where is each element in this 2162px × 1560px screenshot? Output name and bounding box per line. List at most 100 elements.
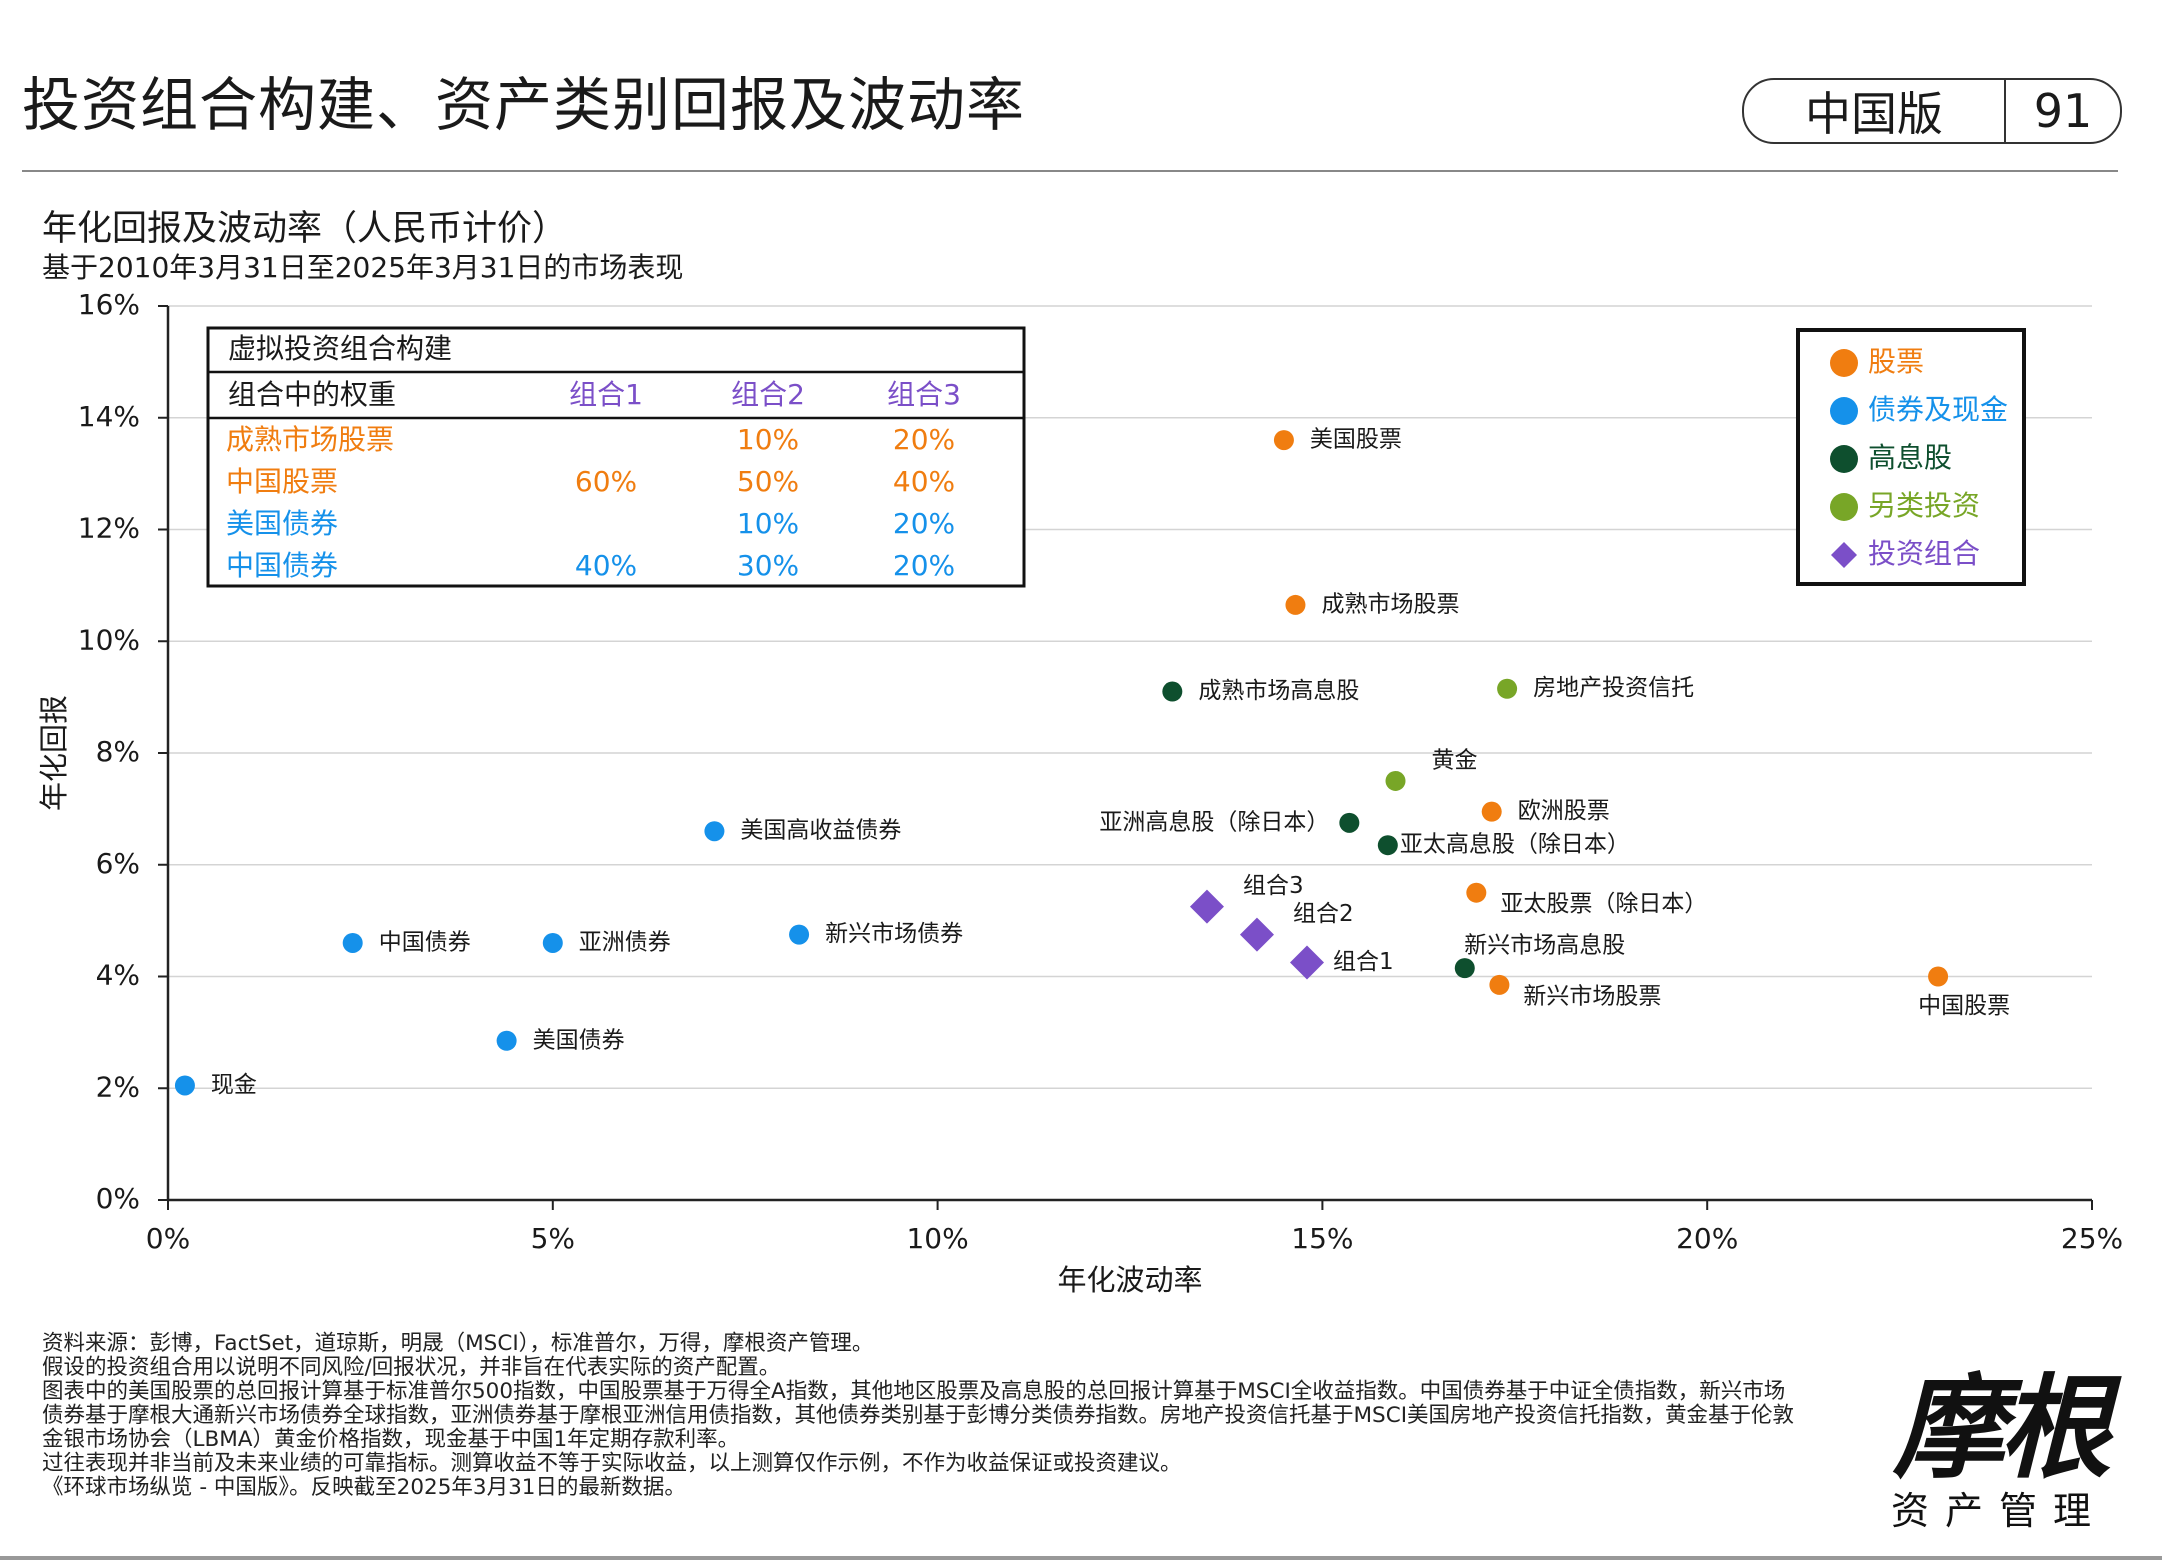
x-tick-label: 5% (531, 1222, 575, 1255)
legend-label: 投资组合 (1868, 537, 1980, 570)
portfolio-marker (1290, 945, 1325, 980)
data-point (1385, 770, 1406, 791)
data-label: 亚洲高息股（除日本） (1099, 809, 1329, 835)
data-label: 美国股票 (1310, 427, 1402, 453)
data-label: 欧洲股票 (1518, 798, 1610, 824)
logo-wordmark: 摩根 (1893, 1363, 2111, 1494)
data-label: 组合3 (1243, 873, 1304, 899)
y-tick-label: 6% (96, 847, 140, 880)
data-label: 亚太高息股（除日本） (1400, 832, 1630, 858)
data-point (1377, 835, 1398, 856)
table-header: 组合1 (569, 378, 643, 411)
table-row-asset: 成熟市场股票 (226, 423, 394, 456)
data-label: 中国股票 (1918, 993, 2010, 1019)
edition-divider (2004, 80, 2006, 142)
y-tick-label: 12% (78, 512, 140, 545)
data-label: 亚洲债券 (579, 929, 671, 955)
table-cell: 30% (737, 549, 799, 582)
table-cell: 20% (893, 423, 955, 456)
logo-subtitle: 资产管理 (1890, 1489, 2107, 1533)
brand-logo: 摩根 资产管理 (1884, 1338, 2114, 1533)
y-tick-label: 10% (78, 623, 140, 656)
x-tick-label: 25% (2061, 1222, 2123, 1255)
table-cell: 10% (737, 423, 799, 456)
table-header: 组合中的权重 (228, 378, 396, 411)
legend-label: 高息股 (1868, 441, 1952, 474)
data-point (342, 932, 363, 953)
footnote-line: 资料来源：彭博，FactSet，道琼斯，明晟（MSCI），标准普尔，万得，摩根资… (42, 1331, 874, 1356)
data-point (174, 1075, 195, 1096)
data-point (1273, 430, 1294, 451)
table-cell: 60% (575, 465, 637, 498)
x-tick-label: 10% (906, 1222, 968, 1255)
table-row-asset: 美国债券 (226, 507, 338, 540)
data-label: 现金 (211, 1072, 257, 1098)
data-point (789, 924, 810, 945)
legend-label: 股票 (1868, 345, 1924, 378)
data-label: 中国债券 (379, 929, 471, 955)
data-label: 新兴市场债券 (825, 921, 963, 947)
table-cell: 50% (737, 465, 799, 498)
y-tick-label: 0% (96, 1182, 140, 1215)
legend-marker (1830, 349, 1858, 377)
data-point (704, 821, 725, 842)
data-label: 黄金 (1432, 747, 1478, 773)
table-cell: 20% (893, 507, 955, 540)
data-point (1466, 882, 1487, 903)
portfolio-table-frame (206, 326, 1026, 588)
edition-label: 中国版 (1805, 87, 1943, 141)
legend-label: 另类投资 (1868, 489, 1980, 522)
table-cell: 10% (737, 507, 799, 540)
x-tick-label: 15% (1291, 1222, 1353, 1255)
data-label: 成熟市场股票 (1321, 591, 1459, 617)
chart-title: 年化回报及波动率（人民币计价） (42, 209, 568, 249)
footnote-line: 假设的投资组合用以说明不同风险/回报状况，并非旨在代表实际的资产配置。 (42, 1355, 781, 1380)
data-point (1481, 801, 1502, 822)
table-cell: 40% (575, 549, 637, 582)
page-title: 投资组合构建、资产类别回报及波动率 (22, 71, 1026, 139)
data-point (542, 932, 563, 953)
data-point (1497, 678, 1518, 699)
legend-marker (1831, 542, 1857, 568)
portfolio-marker (1239, 917, 1274, 952)
legend-label: 债券及现金 (1868, 393, 2008, 426)
footnotes: 资料来源：彭博，FactSet，道琼斯，明晟（MSCI），标准普尔，万得，摩根资… (42, 1332, 1882, 1500)
y-tick-label: 16% (78, 288, 140, 321)
x-axis-label: 年化波动率 (1057, 1263, 1202, 1297)
y-tick-label: 4% (96, 959, 140, 992)
data-point (1339, 812, 1360, 833)
data-label: 美国高收益债券 (740, 818, 901, 844)
footnote-line: 过往表现并非当前及未来业绩的可靠指标。测算收益不等于实际收益，以上测算仅作示例，… (42, 1451, 1182, 1476)
data-label: 房地产投资信托 (1533, 675, 1694, 701)
footnote-line: 债券基于摩根大通新兴市场债券全球指数，亚洲债券基于摩根亚洲信用债指数，其他债券类… (42, 1403, 1795, 1428)
table-row-asset: 中国债券 (226, 549, 338, 582)
table-header: 组合3 (887, 378, 961, 411)
table-cell: 20% (893, 549, 955, 582)
table-header: 组合2 (731, 378, 805, 411)
footnote-line: 金银市场协会（LBMA）黄金价格指数，现金基于中国1年定期存款利率。 (42, 1427, 740, 1452)
data-point (1489, 974, 1510, 995)
data-point (1454, 958, 1475, 979)
data-point (1162, 681, 1183, 702)
table-row-asset: 中国股票 (226, 465, 338, 498)
legend-marker (1830, 445, 1858, 473)
data-point (496, 1030, 517, 1051)
footnote-line: 《环球市场纵览 - 中国版》。反映截至2025年3月31日的最新数据。 (42, 1475, 686, 1500)
x-tick-label: 20% (1676, 1222, 1738, 1255)
data-label: 新兴市场高息股 (1464, 933, 1625, 959)
data-label: 组合1 (1333, 949, 1394, 975)
y-tick-label: 2% (96, 1070, 140, 1103)
y-tick-label: 14% (78, 400, 140, 433)
data-label: 亚太股票（除日本） (1500, 891, 1707, 917)
data-point (1285, 594, 1306, 615)
portfolio-table-title: 虚拟投资组合构建 (228, 332, 452, 365)
data-label: 组合2 (1293, 901, 1354, 927)
edition-badge: 中国版 91 (1742, 78, 2122, 144)
chart-subtitle: 基于2010年3月31日至2025年3月31日的市场表现 (42, 251, 684, 284)
data-label: 新兴市场股票 (1523, 983, 1661, 1009)
x-tick-label: 0% (146, 1222, 190, 1255)
legend-marker (1830, 493, 1858, 521)
y-tick-label: 8% (96, 735, 140, 768)
data-label: 成熟市场高息股 (1198, 678, 1359, 704)
table-cell: 40% (893, 465, 955, 498)
